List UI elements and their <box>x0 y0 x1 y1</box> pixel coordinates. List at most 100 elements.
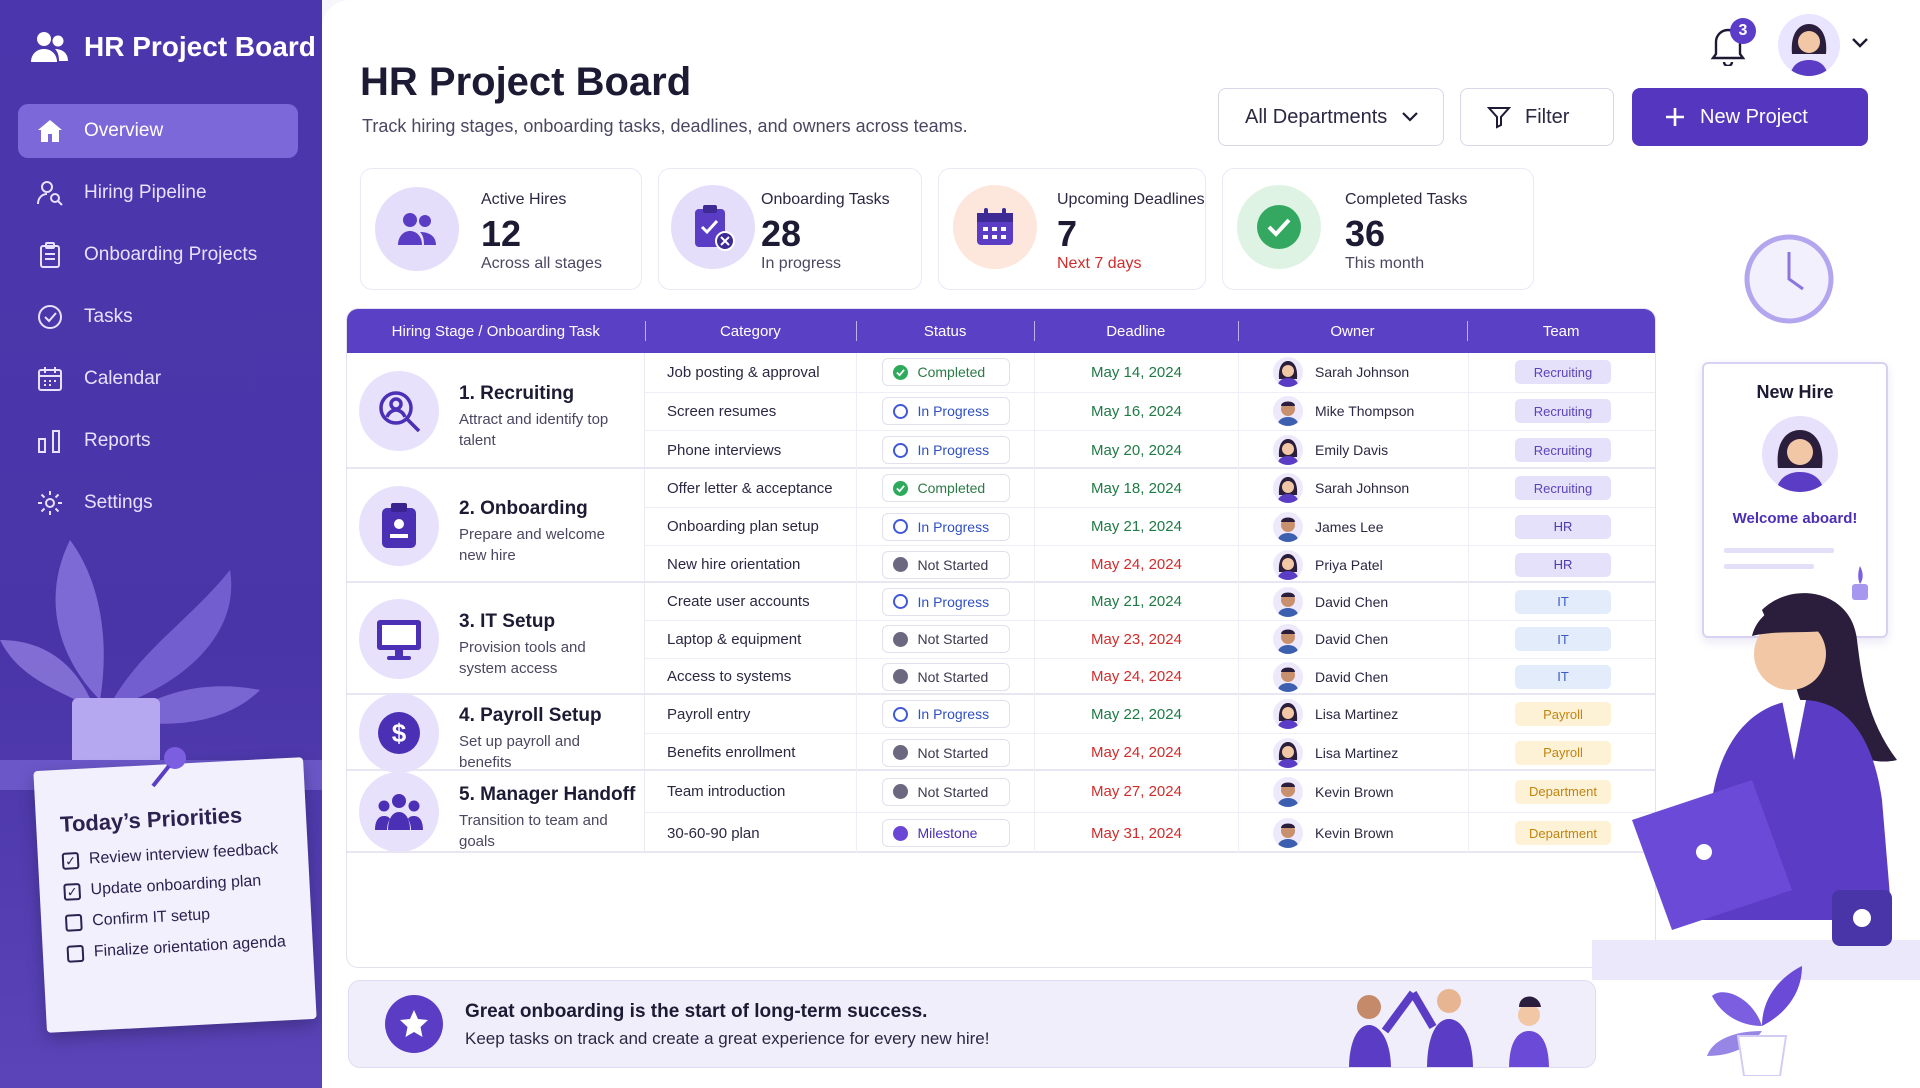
new-project-button[interactable]: New Project <box>1632 88 1868 146</box>
group-header[interactable]: $4. Payroll Setup Set up payroll and bene… <box>347 693 645 773</box>
priority-item[interactable]: Finalize orientation agenda <box>66 933 293 963</box>
status-badge[interactable]: Completed <box>881 474 1010 502</box>
woman-avatar-icon <box>1776 430 1824 492</box>
column-header[interactable]: Category <box>644 309 857 353</box>
team-cell: Recruiting <box>1469 431 1655 469</box>
table-row[interactable]: Phone interviews In Progress May 20, 2024 E… <box>645 430 1655 469</box>
checkbox-checked[interactable]: ✓ <box>63 882 82 901</box>
table-row[interactable]: Laptop & equipment Not Started May 23, 202… <box>645 620 1655 658</box>
table-row[interactable]: Job posting & approval Completed May 14, 2… <box>645 353 1655 392</box>
team-badge: Payroll <box>1515 702 1611 726</box>
stat-card-active-hires: Active Hires 12 Across all stages <box>360 168 642 290</box>
deadline-cell: May 21, 2024 <box>1035 583 1239 621</box>
owner-cell: David Chen <box>1239 658 1469 695</box>
group-header[interactable]: 1. Recruiting Attract and identify top ta… <box>347 353 645 467</box>
deadline-cell: May 24, 2024 <box>1035 734 1239 771</box>
status-badge[interactable]: Not Started <box>881 662 1010 691</box>
column-header[interactable]: Owner <box>1237 309 1468 353</box>
deadline-cell: May 31, 2024 <box>1035 813 1239 853</box>
sidebar-item-label: Tasks <box>84 306 133 327</box>
owner-cell: Kevin Brown <box>1239 813 1469 853</box>
priority-item[interactable]: ✓ Update onboarding plan <box>63 871 290 901</box>
filter-icon <box>1487 107 1511 129</box>
status-badge[interactable]: In Progress <box>881 700 1010 728</box>
status-dot-icon <box>892 557 908 572</box>
column-header[interactable]: Status <box>856 309 1034 353</box>
people-icon <box>375 187 459 271</box>
sidebar-item-onboarding-projects[interactable]: Onboarding Projects <box>18 228 298 282</box>
task-cell: 30-60-90 plan <box>645 813 857 853</box>
team-cell: Department <box>1469 813 1655 853</box>
team-cell: Department <box>1469 771 1655 812</box>
owner-cell: David Chen <box>1239 583 1469 621</box>
new-hire-message: Welcome aboard! <box>1732 510 1858 527</box>
task-cell: New hire orientation <box>645 546 857 583</box>
owner-cell: David Chen <box>1239 621 1469 658</box>
filter-label: Filter <box>1525 105 1570 128</box>
status-badge[interactable]: In Progress <box>881 436 1010 465</box>
table-row[interactable]: Create user accounts In Progress May 21, 2… <box>645 583 1655 621</box>
chevron-down-icon[interactable] <box>1850 36 1870 50</box>
stat-sub: Across all stages <box>481 255 602 272</box>
status-label: Not Started <box>917 744 989 761</box>
owner-name: David Chen <box>1315 631 1389 648</box>
text-lines-decoration <box>1724 548 1868 600</box>
table-row[interactable]: 30-60-90 plan Milestone May 31, 2024 Kevin … <box>645 812 1655 853</box>
team-badge: HR <box>1515 514 1611 539</box>
priority-item[interactable]: Confirm IT setup <box>64 902 292 932</box>
checkbox-checked[interactable]: ✓ <box>61 851 80 870</box>
team-badge: IT <box>1515 664 1611 689</box>
table-row[interactable]: Payroll entry In Progress May 22, 2024 Lisa… <box>645 695 1655 733</box>
column-header[interactable]: Hiring Stage / Onboarding Task <box>391 322 600 340</box>
column-header[interactable]: Team <box>1467 309 1655 353</box>
status-badge[interactable]: Not Started <box>881 777 1010 806</box>
status-cell: Not Started <box>857 546 1035 583</box>
stat-value: 36 <box>1345 213 1386 254</box>
main-panel: HR Project Board Track hiring stages, on… <box>322 0 1920 1088</box>
sidebar-item-reports[interactable]: Reports <box>18 414 298 468</box>
owner-avatar <box>1273 435 1303 466</box>
status-cell: Completed <box>857 469 1035 507</box>
priority-item[interactable]: ✓ Review interview feedback <box>61 840 289 870</box>
status-badge[interactable]: In Progress <box>881 587 1010 616</box>
table-row[interactable]: Access to systems Not Started May 24, 2024… <box>645 657 1655 695</box>
group-description: Set up payroll and benefits <box>459 733 580 771</box>
status-badge[interactable]: Completed <box>881 358 1010 387</box>
department-select[interactable]: All Departments <box>1218 88 1444 146</box>
group-header[interactable]: 5. Manager Handoff Transition to team and… <box>347 771 645 852</box>
sidebar-item-hiring-pipeline[interactable]: Hiring Pipeline <box>18 166 298 220</box>
group-header[interactable]: 2. Onboarding Prepare and welcome new hir… <box>347 469 645 581</box>
status-badge[interactable]: Milestone <box>881 819 1010 847</box>
table-row[interactable]: New hire orientation Not Started May 24, 2… <box>645 545 1655 583</box>
team-cell: Recruiting <box>1469 393 1655 431</box>
sidebar-item-settings[interactable]: Settings <box>18 476 298 530</box>
table-row[interactable]: Screen resumes In Progress May 16, 2024 Mik… <box>645 391 1655 431</box>
table-row[interactable]: Offer letter & acceptance Completed May 18… <box>645 469 1655 507</box>
status-badge[interactable]: Not Started <box>881 625 1010 654</box>
user-avatar[interactable] <box>1778 14 1840 76</box>
new-project-label: New Project <box>1700 105 1808 128</box>
sidebar-item-tasks[interactable]: Tasks <box>18 290 298 344</box>
checkbox-unchecked[interactable] <box>66 944 85 963</box>
table-row[interactable]: Team introduction Not Started May 27, 2024… <box>645 771 1655 812</box>
deadline-cell: May 24, 2024 <box>1035 658 1239 695</box>
status-badge[interactable]: In Progress <box>881 512 1010 541</box>
sidebar-item-calendar[interactable]: Calendar <box>18 352 298 406</box>
sidebar-item-overview[interactable]: Overview <box>18 104 298 158</box>
recruiting-search-icon <box>359 371 439 451</box>
owner-avatar <box>1273 586 1303 617</box>
notification-badge: 3 <box>1730 18 1756 44</box>
filter-button[interactable]: Filter <box>1460 88 1614 146</box>
group-header[interactable]: 3. IT Setup Provision tools and system ac… <box>347 583 645 693</box>
column-header[interactable]: Deadline <box>1033 309 1238 353</box>
status-badge[interactable]: Not Started <box>881 738 1010 767</box>
status-badge[interactable]: In Progress <box>881 397 1010 426</box>
svg-text:$: $ <box>392 718 407 748</box>
status-badge[interactable]: Not Started <box>881 550 1010 579</box>
task-cell: Phone interviews <box>645 431 857 469</box>
checkbox-unchecked[interactable] <box>64 913 83 932</box>
table-row[interactable]: Onboarding plan setup In Progress May 21, … <box>645 507 1655 545</box>
owner-avatar <box>1273 549 1303 580</box>
table-row[interactable]: Benefits enrollment Not Started May 24, 20… <box>645 733 1655 771</box>
status-label: Not Started <box>917 556 989 573</box>
